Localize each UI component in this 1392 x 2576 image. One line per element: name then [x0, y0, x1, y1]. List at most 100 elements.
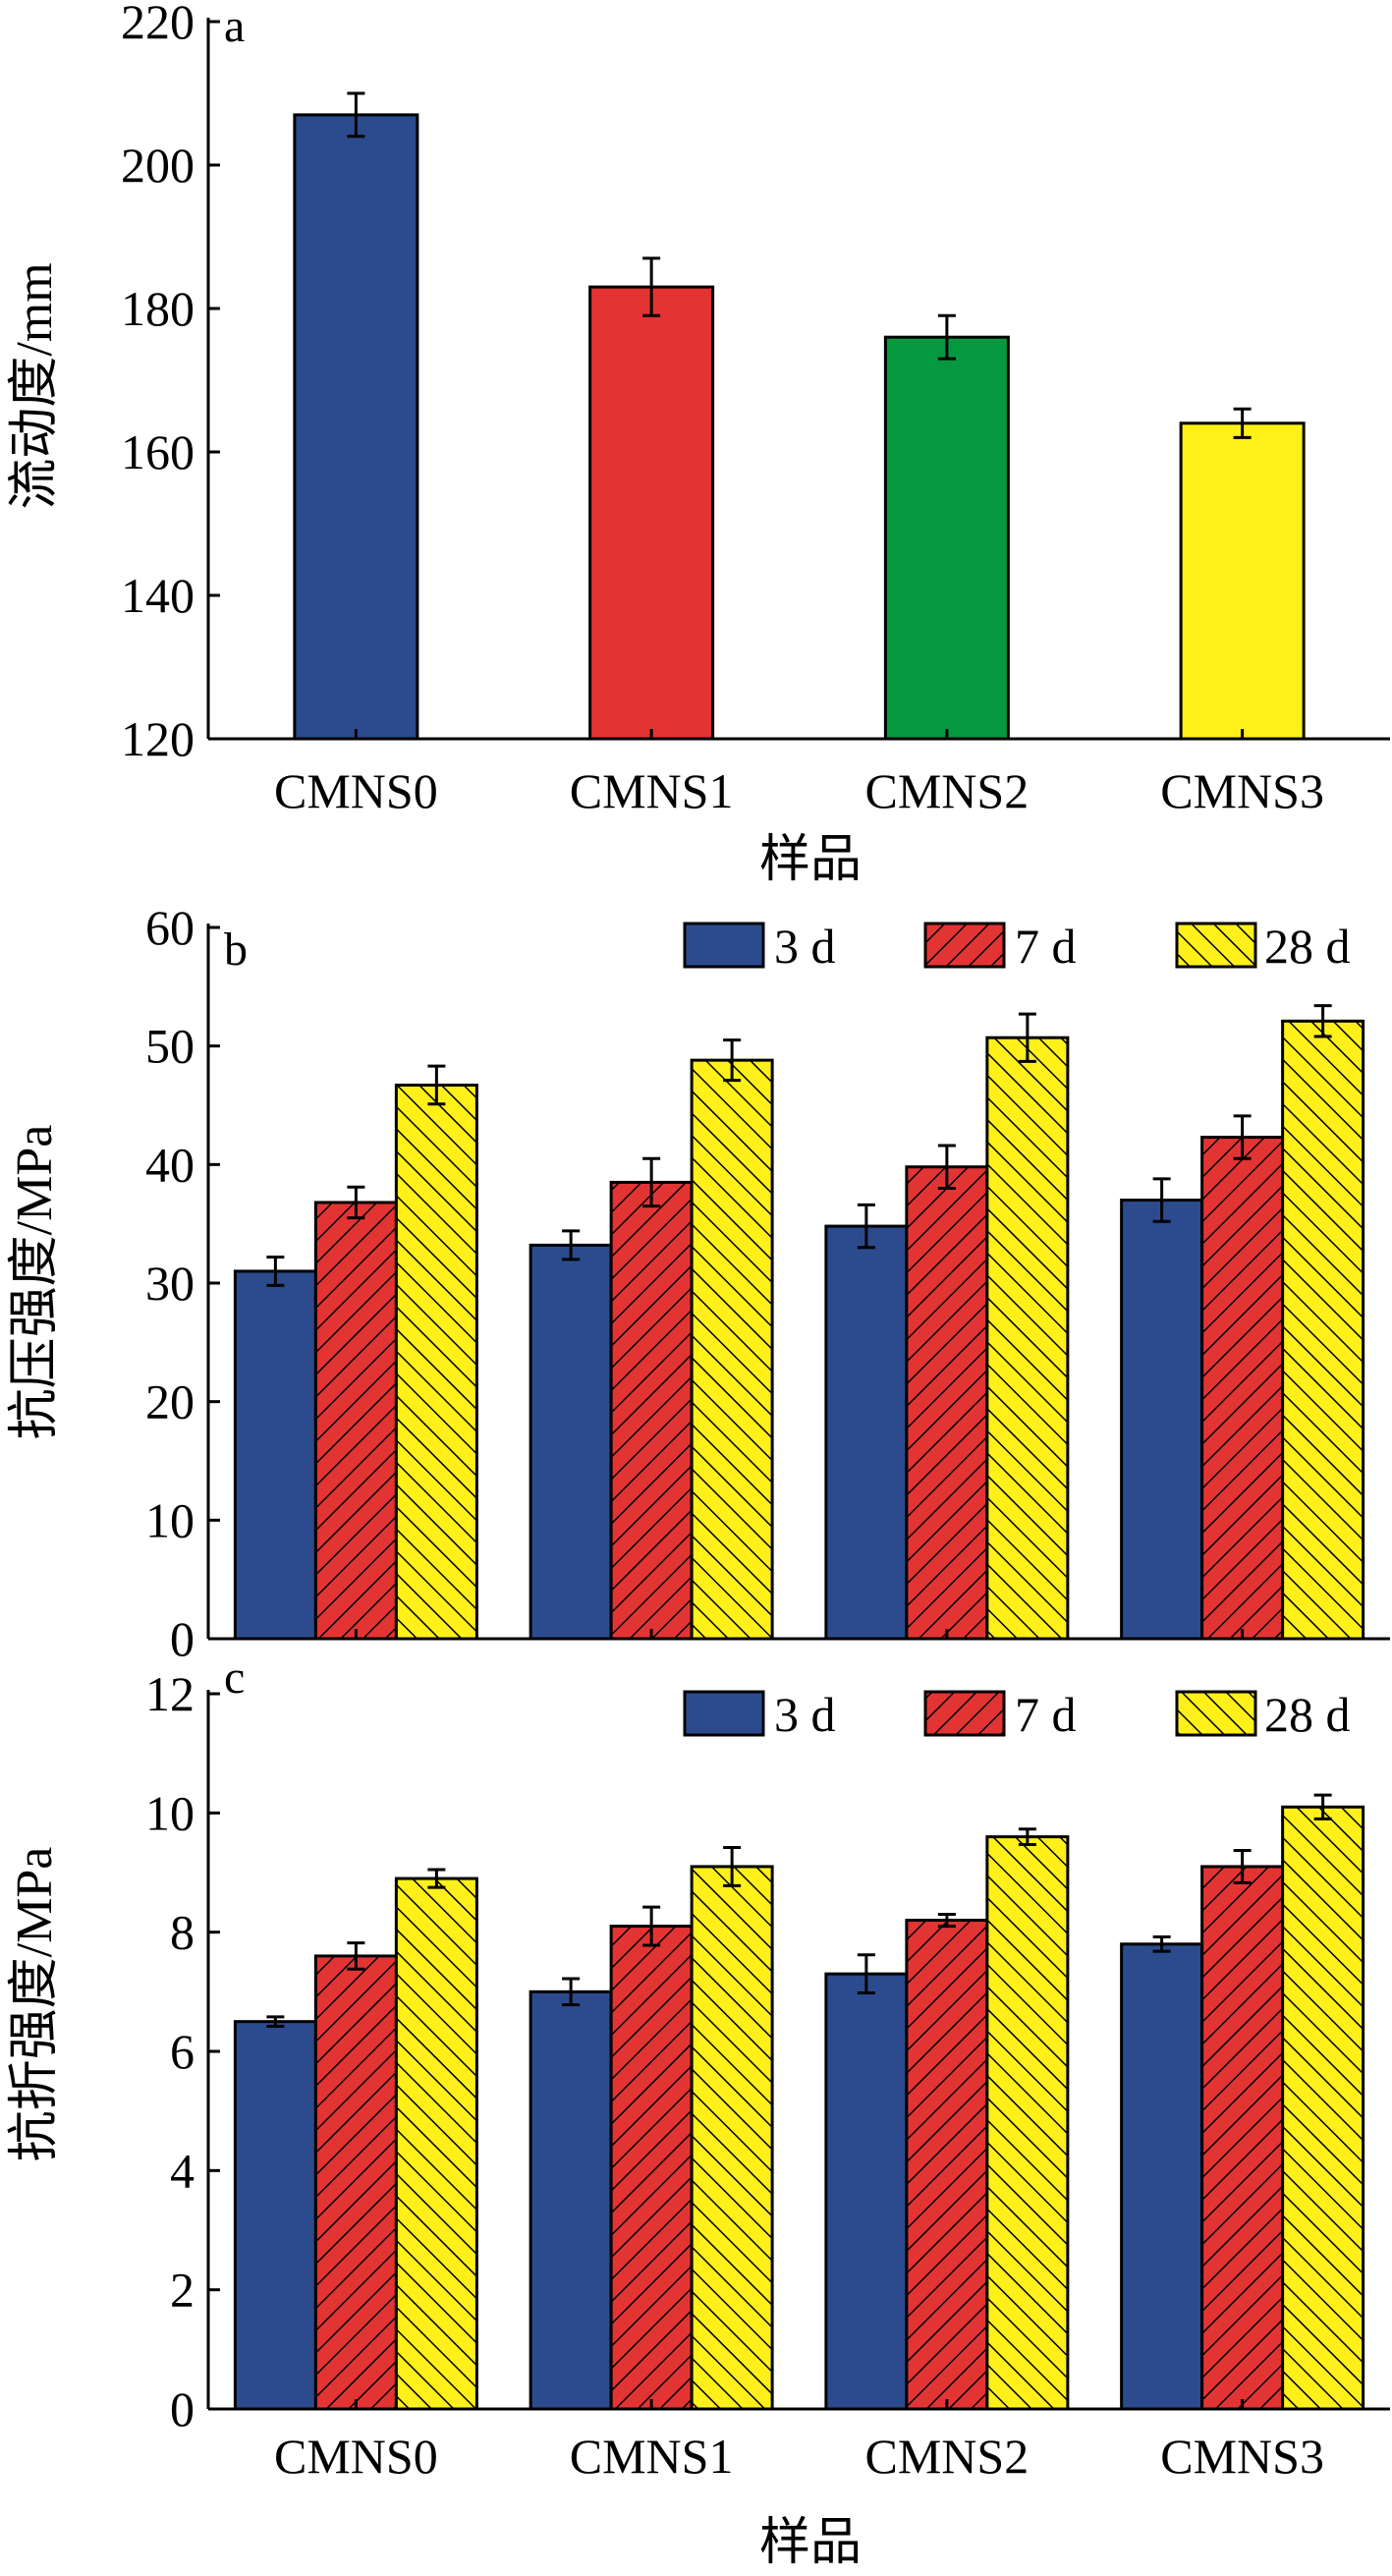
y-tick-label: 140 [121, 568, 195, 623]
legend-label-28d: 28 d [1264, 1687, 1351, 1742]
error-bar-cmns1-7d [642, 1905, 661, 1947]
bar-cmns1 [588, 285, 715, 741]
error-bar-cmns0-3d [266, 2015, 285, 2029]
y-tick-label: 0 [170, 1611, 195, 1666]
bar-cmns0-3d [233, 2020, 317, 2411]
legend-swatch-28d [1175, 1690, 1257, 1737]
legend-label-3d: 3 d [774, 919, 836, 974]
legend-item-3d: 3 d [683, 919, 836, 974]
panel-a-ylabel: 流动度/mm [7, 262, 63, 509]
bar-cmns2-7d [905, 1919, 989, 2411]
y-tick-label: 6 [170, 2024, 195, 2079]
error-bar-cmns2-7d [937, 1144, 956, 1190]
panel-c-legend: 3 d 7 d 28 d [683, 1687, 1351, 1742]
error-bar-cmns3-3d [1152, 1177, 1171, 1223]
y-tick-label: 0 [170, 2381, 195, 2436]
error-bar-cmns2-28d [1018, 1827, 1036, 1846]
error-bar-cmns2-3d [857, 1953, 875, 1995]
y-tick-label: 10 [145, 1492, 195, 1547]
bar-cmns3-28d [1281, 1805, 1365, 2411]
legend-label-28d: 28 d [1264, 919, 1351, 974]
legend-item-7d: 7 d [923, 1687, 1077, 1742]
bar-cmns3 [1179, 421, 1306, 741]
error-bar-cmns0-7d [347, 1941, 365, 1971]
legend-item-28d: 28 d [1175, 919, 1351, 974]
panel-b-letter: b [224, 924, 248, 976]
y-tick-label: 30 [145, 1256, 195, 1311]
error-bar-cmns0 [347, 91, 365, 139]
error-bar-cmns3-7d [1233, 1849, 1252, 1884]
bar-cmns1-7d [609, 1180, 694, 1641]
legend-item-7d: 7 d [923, 919, 1077, 974]
panel-a-xlabel: 样品 [759, 832, 862, 888]
error-bar-cmns0-28d [427, 1064, 446, 1106]
bar-cmns2-3d [824, 1224, 909, 1641]
bar-cmns0 [293, 113, 419, 741]
x-tick-label-cmns3: CMNS3 [1160, 2429, 1324, 2484]
bar-cmns2-28d [985, 1835, 1070, 2411]
legend-swatch-7d [923, 1690, 1006, 1737]
error-bar-cmns0-28d [427, 1868, 446, 1889]
legend-item-28d: 28 d [1175, 1687, 1351, 1742]
panel-c-letter: c [224, 1652, 245, 1704]
bar-cmns1-28d [690, 1058, 774, 1641]
error-bar-cmns0-7d [347, 1185, 365, 1220]
panel-c-ylabel: 抗折强度/MPa [7, 1847, 63, 2162]
error-bar-cmns3-28d [1313, 1793, 1332, 1820]
bar-cmns2-7d [905, 1165, 989, 1641]
error-bar-cmns3-3d [1152, 1935, 1171, 1953]
y-tick-label: 120 [121, 711, 195, 766]
bar-cmns3-28d [1281, 1019, 1365, 1641]
x-tick-label-cmns2: CMNS2 [865, 2429, 1030, 2484]
error-bar-cmns0-3d [266, 1255, 285, 1287]
error-bar-cmns3 [1233, 407, 1252, 439]
x-tick-label-cmns1: CMNS1 [570, 763, 734, 818]
bar-cmns0-7d [313, 1201, 398, 1641]
panel-c-plot: 0 2 4 6 8 10 12 CMNS0 CMNS1 CMNS2 CMNS3 [145, 1666, 1390, 2484]
bar-cmns1-7d [609, 1925, 694, 2411]
panel-a-plot: 120 140 160 180 200 220 CMNS0 CMNS1 CMNS2 CMNS3 [121, 0, 1390, 818]
error-bar-cmns3-28d [1313, 1004, 1332, 1038]
panel-c: c 抗折强度/MPa 样品 0 2 4 6 8 10 12 CMNS0 CMNS1 CMNS2 CM… [7, 1652, 1390, 2571]
bar-cmns2-3d [824, 1972, 909, 2411]
y-tick-label: 2 [170, 2263, 195, 2318]
legend-label-7d: 7 d [1015, 1687, 1077, 1742]
panel-b-plot: 0 10 20 30 40 50 60 [145, 900, 1390, 1666]
bar-cmns2-28d [985, 1036, 1070, 1641]
y-tick-label: 200 [121, 138, 195, 193]
bar-cmns0-28d [394, 1083, 478, 1641]
error-bar-cmns1 [642, 256, 661, 317]
error-bar-cmns3-7d [1233, 1114, 1252, 1160]
panel-a: a 流动度/mm 样品 120 140 160 180 200 220 CMNS0 CMNS1… [7, 0, 1390, 888]
legend-label-7d: 7 d [1015, 919, 1077, 974]
x-tick-label-cmns1: CMNS1 [570, 2429, 734, 2484]
panel-b: b 抗压强度/MPa 0 10 20 30 40 50 60 3 d 7 d 28 d [7, 900, 1390, 1666]
error-bar-cmns2-7d [937, 1912, 956, 1929]
error-bar-cmns2-28d [1018, 1012, 1036, 1063]
y-tick-label: 160 [121, 424, 195, 479]
y-tick-label: 40 [145, 1137, 195, 1192]
legend-label-3d: 3 d [774, 1687, 836, 1742]
error-bar-cmns1-28d [723, 1846, 742, 1887]
error-bar-cmns1-3d [562, 1977, 581, 2007]
legend-swatch-28d [1175, 922, 1257, 969]
legend-swatch-3d [683, 1690, 765, 1737]
bar-cmns1-3d [529, 1243, 613, 1641]
bar-cmns3-3d [1120, 1942, 1204, 2411]
legend-swatch-7d [923, 922, 1006, 969]
panel-a-letter: a [224, 0, 245, 52]
error-bar-cmns1-7d [642, 1156, 661, 1208]
error-bar-cmns2 [937, 313, 956, 361]
bar-cmns0-7d [313, 1954, 398, 2411]
bar-cmns2 [883, 335, 1010, 741]
y-tick-label: 10 [145, 1785, 195, 1840]
x-tick-label-cmns3: CMNS3 [1160, 763, 1324, 818]
bar-cmns0-3d [233, 1269, 317, 1641]
panel-b-legend: 3 d 7 d 28 d [683, 919, 1351, 974]
bar-cmns0-28d [394, 1876, 478, 2411]
bar-cmns1-3d [529, 1989, 613, 2411]
panel-b-ylabel: 抗压强度/MPa [7, 1125, 63, 1440]
bar-cmns3-7d [1200, 1136, 1285, 1641]
legend-item-3d: 3 d [683, 1687, 836, 1742]
